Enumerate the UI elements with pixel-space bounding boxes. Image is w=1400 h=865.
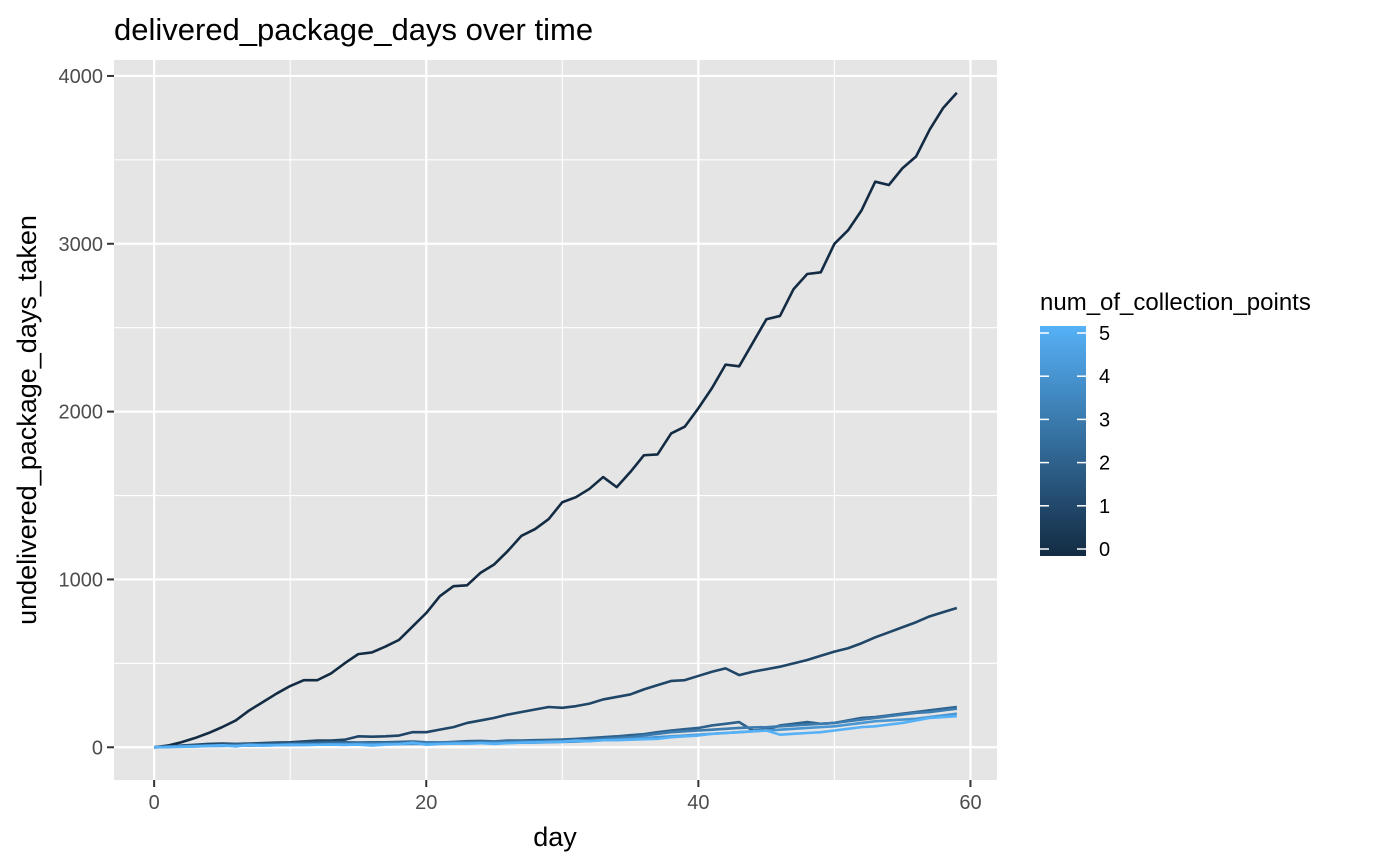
chart-title: delivered_package_days over time	[114, 12, 593, 47]
y-tick-label: 1000	[59, 569, 104, 591]
series-lines	[153, 91, 958, 749]
colorbar	[1040, 326, 1086, 556]
x-tick-label: 60	[959, 792, 981, 814]
x-tick-label: 20	[415, 792, 437, 814]
legend: num_of_collection_points 0 1 2 3 4 5	[1040, 289, 1311, 561]
y-tick-label: 4000	[59, 66, 104, 88]
x-axis-title: day	[533, 822, 577, 852]
colorbar-label: 5	[1099, 323, 1110, 345]
colorbar-ticks: 0 1 2 3 4 5	[1040, 323, 1110, 561]
series-line-5	[154, 714, 957, 749]
colorbar-label: 0	[1099, 539, 1110, 561]
y-tick-label: 0	[92, 737, 103, 759]
series-line-0	[153, 91, 958, 749]
minor-gridlines	[114, 60, 997, 780]
colorbar-label: 4	[1099, 366, 1110, 388]
colorbar-label: 2	[1099, 453, 1110, 475]
x-tick-label: 40	[687, 792, 709, 814]
x-axis: 0 20 40 60	[149, 780, 982, 814]
plot-panel	[114, 60, 997, 780]
y-tick-label: 2000	[59, 402, 104, 424]
major-gridlines	[114, 60, 997, 780]
x-tick-label: 0	[149, 792, 160, 814]
y-tick-label: 3000	[59, 234, 104, 256]
y-axis: 0 1000 2000 3000 4000	[59, 66, 114, 759]
colorbar-label: 3	[1099, 409, 1110, 431]
colorbar-label: 1	[1099, 496, 1110, 518]
y-axis-title: undelivered_package_days_taken	[12, 215, 42, 625]
legend-title: num_of_collection_points	[1040, 289, 1311, 316]
